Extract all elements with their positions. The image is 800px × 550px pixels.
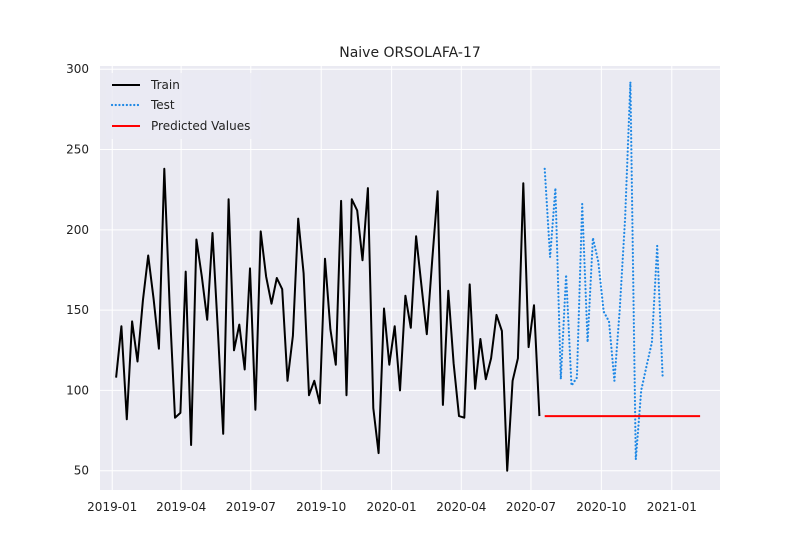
x-tick-label: 2020-10 bbox=[576, 500, 626, 514]
y-tick-label: 100 bbox=[66, 383, 89, 397]
train-line bbox=[115, 167, 541, 472]
y-axis-ticks: 50 100 150 200 250 300 bbox=[66, 62, 89, 478]
test-line bbox=[543, 80, 664, 461]
x-axis-ticks: 2019-01 2019-04 2019-07 2019-10 2020-01 2020-… bbox=[87, 500, 697, 514]
legend-label-train: Train bbox=[150, 78, 180, 92]
legend-label-test: Test bbox=[150, 98, 175, 112]
x-tick-label: 2019-07 bbox=[226, 500, 276, 514]
y-tick-label: 300 bbox=[66, 62, 89, 76]
x-tick-label: 2020-07 bbox=[506, 500, 556, 514]
x-tick-label: 2020-01 bbox=[367, 500, 417, 514]
x-tick-label: 2019-01 bbox=[87, 500, 137, 514]
series-lines bbox=[115, 80, 701, 472]
x-tick-label: 2019-04 bbox=[156, 500, 206, 514]
y-tick-label: 250 bbox=[66, 143, 89, 157]
y-tick-label: 150 bbox=[66, 303, 89, 317]
y-tick-label: 50 bbox=[74, 464, 89, 478]
x-tick-label: 2020-04 bbox=[436, 500, 486, 514]
x-tick-label: 2021-01 bbox=[647, 500, 697, 514]
legend: Train Test Predicted Values bbox=[106, 73, 261, 139]
legend-label-predicted: Predicted Values bbox=[151, 119, 250, 133]
chart-title: Naive ORSOLAFA-17 bbox=[339, 45, 481, 61]
y-tick-label: 200 bbox=[66, 223, 89, 237]
x-tick-label: 2019-10 bbox=[296, 500, 346, 514]
